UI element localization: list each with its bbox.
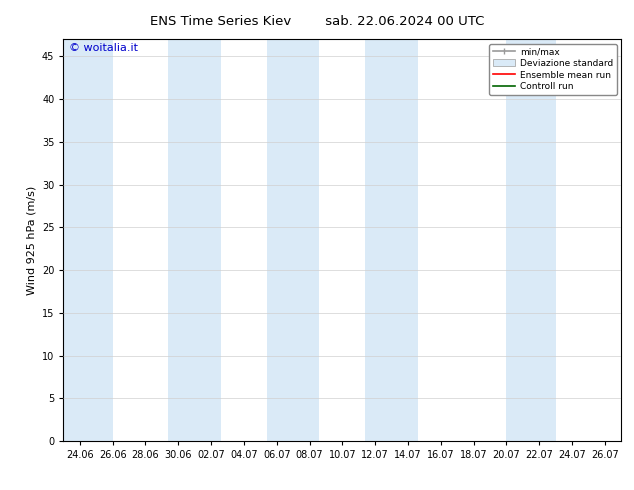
Text: ENS Time Series Kiev        sab. 22.06.2024 00 UTC: ENS Time Series Kiev sab. 22.06.2024 00 … [150, 15, 484, 28]
Bar [169, 39, 221, 441]
Text: © woitalia.it: © woitalia.it [69, 43, 138, 53]
Bar [63, 39, 113, 441]
Bar [507, 39, 555, 441]
Y-axis label: Wind 925 hPa (m/s): Wind 925 hPa (m/s) [27, 186, 36, 294]
Bar [267, 39, 320, 441]
Legend: min/max, Deviazione standard, Ensemble mean run, Controll run: min/max, Deviazione standard, Ensemble m… [489, 44, 617, 95]
Bar [365, 39, 418, 441]
